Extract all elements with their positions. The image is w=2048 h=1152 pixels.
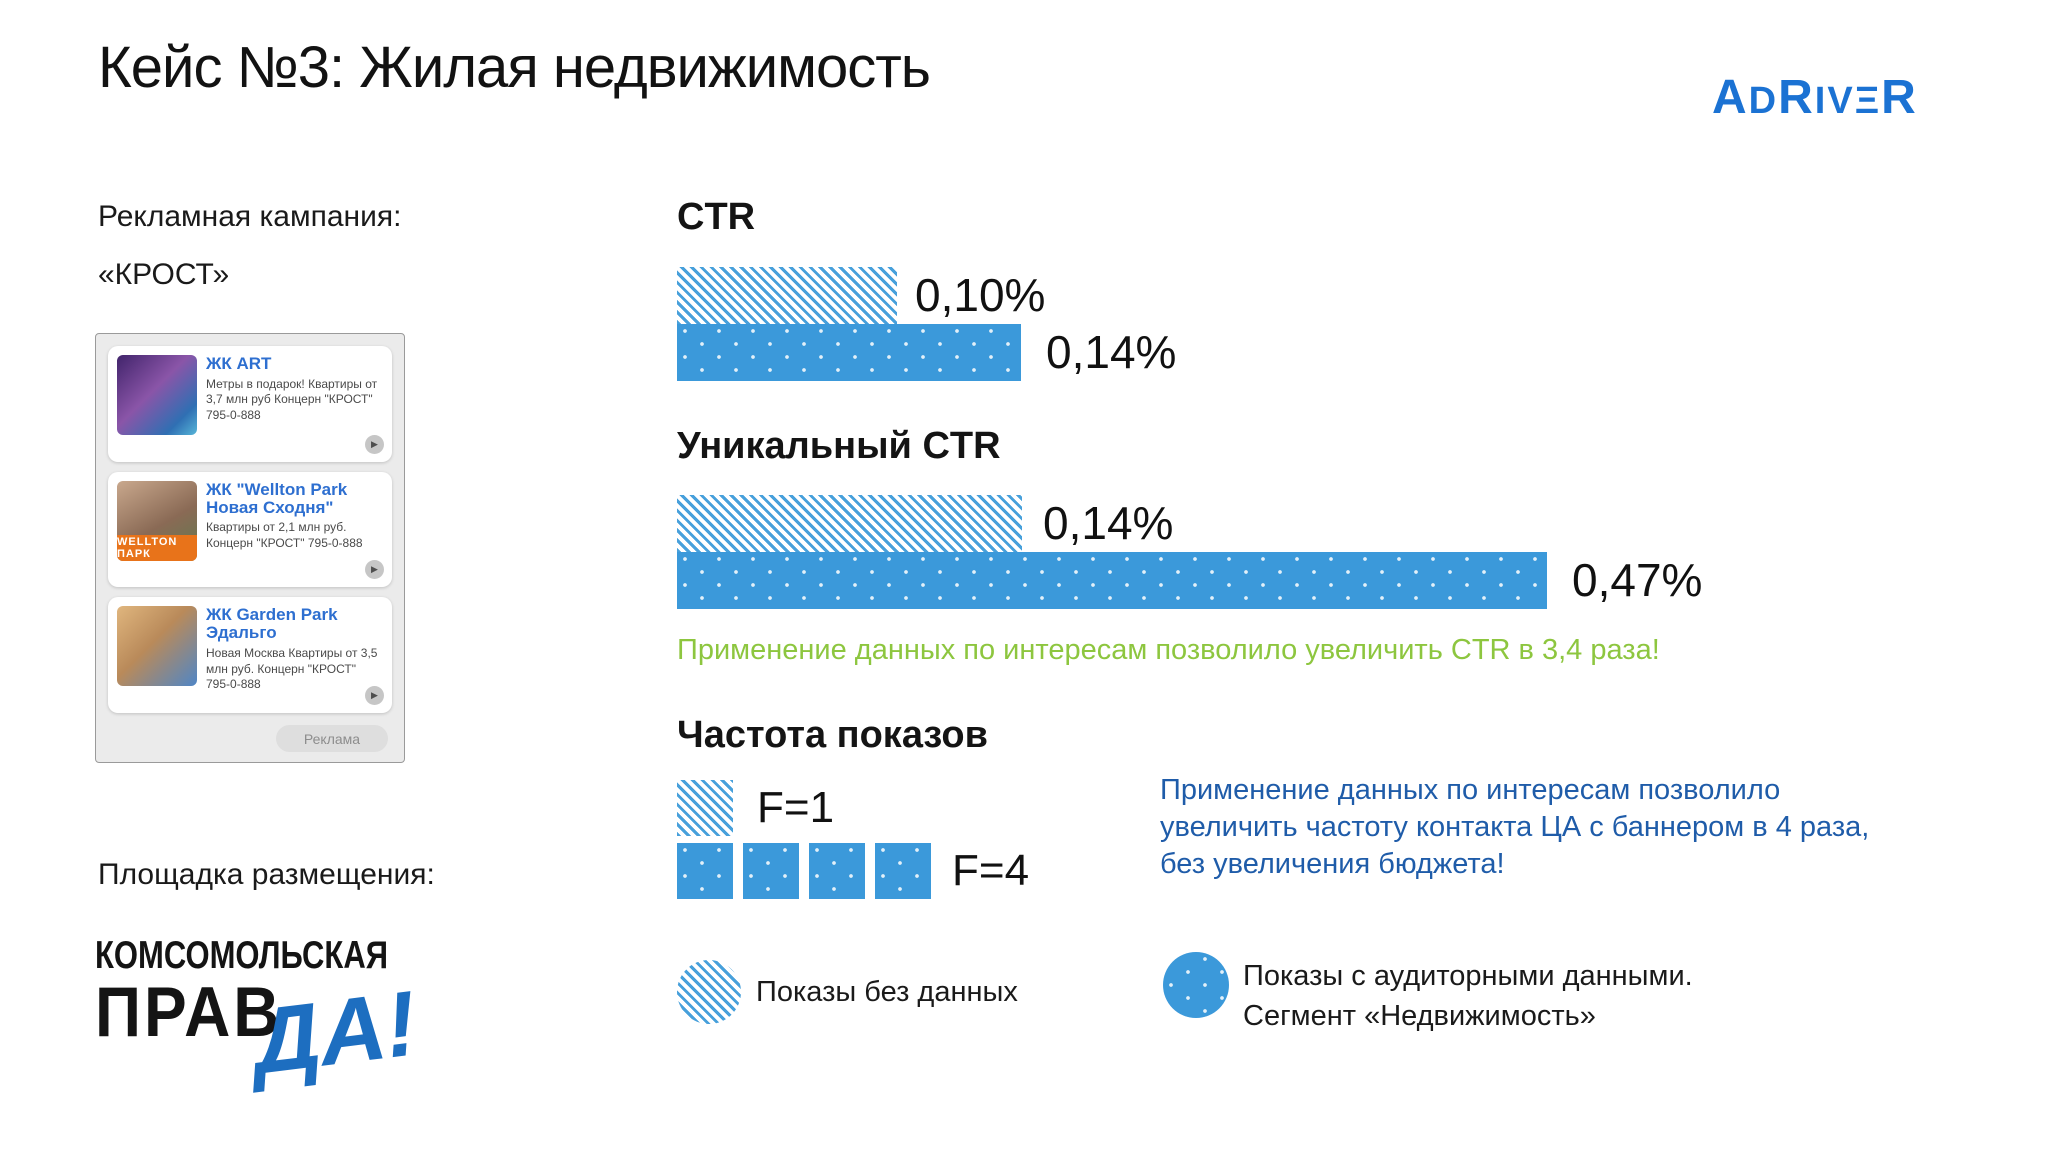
reklama-button[interactable]: Реклама	[276, 725, 388, 753]
unique-ctr-heading: Уникальный CTR	[677, 425, 1001, 467]
unique-ctr-value-with-data: 0,47%	[1572, 554, 1703, 606]
ad-card-body: Новая Москва Квартиры от 3,5 млн руб. Ко…	[206, 646, 378, 692]
adriver-logo-e-bars-icon: Ξ	[1854, 80, 1882, 122]
ad-card-title: ЖК Garden Park Эдальго	[206, 605, 338, 643]
unique-ctr-value-no-data: 0,14%	[1043, 497, 1174, 549]
page-title: Кейс №3: Жилая недвижимость	[98, 35, 931, 100]
ctr-value-with-data: 0,14%	[1046, 326, 1177, 378]
ad-card-title: ЖК "Wellton Park Новая Сходня"	[206, 479, 348, 517]
frequency-heading: Частота показов	[677, 714, 988, 756]
arrow-icon[interactable]: ▶	[365, 560, 384, 580]
kp-logo-line3: ДА!	[247, 972, 423, 1094]
legend-label-with-data-line2: Сегмент «Недвижимость»	[1243, 1000, 1596, 1032]
frequency-square	[875, 843, 931, 899]
frequency-square	[677, 780, 733, 836]
campaign-name: «КРОСТ»	[98, 258, 230, 291]
kp-logo-line2: ПРАВ	[95, 972, 283, 1052]
ctr-value-no-data: 0,10%	[915, 269, 1046, 321]
ctr-heading: CTR	[677, 196, 756, 238]
legend-label-with-data-line1: Показы с аудиторными данными.	[1243, 960, 1693, 992]
adriver-logo-letter: R	[1778, 71, 1815, 124]
adriver-logo-letter: IV	[1814, 80, 1855, 122]
frequency-label-f4: F=4	[952, 846, 1030, 895]
adriver-logo-letter: D	[1748, 80, 1779, 122]
frequency-label-f1: F=1	[757, 783, 835, 832]
ctr-bar-with-data	[677, 324, 1021, 381]
adriver-logo: A D R IV Ξ R	[1712, 70, 1918, 125]
ad-card-body: Квартиры от 2,1 млн руб. Концерн "КРОСТ"…	[206, 520, 363, 550]
unique-ctr-bar-with-data	[677, 552, 1547, 609]
ad-card-photo: WELLTON ПАРК	[117, 480, 197, 561]
frequency-square	[743, 843, 799, 899]
frequency-square	[677, 843, 733, 899]
arrow-icon[interactable]: ▶	[365, 686, 384, 706]
ad-card-body: Метры в подарок! Квартиры от 3,7 млн руб…	[206, 376, 378, 423]
ctr-bar-no-data	[677, 267, 897, 324]
campaign-label: Рекламная кампания:	[98, 200, 402, 233]
wellton-badge: WELLTON ПАРК	[117, 534, 197, 561]
ad-card-photo	[117, 606, 197, 687]
arrow-icon[interactable]: ▶	[365, 434, 384, 454]
frequency-row-with-data	[677, 843, 931, 899]
legend-label-with-data: Показы с аудиторными данными. Сегмент «Н…	[1243, 956, 1693, 1036]
legend-label-no-data: Показы без данных	[756, 976, 1018, 1008]
legend-swatch-with-data	[1163, 952, 1229, 1018]
ad-card[interactable]: WELLTON ПАРК ЖК "Wellton Park Новая Сход…	[108, 471, 392, 588]
adriver-logo-letter: A	[1712, 71, 1749, 124]
frequency-note: Применение данных по интересам позволило…	[1160, 774, 1870, 880]
ad-card-photo	[117, 355, 197, 435]
legend-swatch-no-data	[677, 960, 741, 1024]
unique-ctr-bar-no-data	[677, 495, 1022, 552]
placement-label: Площадка размещения:	[98, 858, 435, 891]
ad-card[interactable]: ЖК ART Метры в подарок! Квартиры от 3,7 …	[108, 346, 392, 462]
frequency-square	[809, 843, 865, 899]
adriver-logo-letter: R	[1881, 71, 1918, 124]
ctr-note: Применение данных по интересам позволило…	[677, 634, 1660, 666]
komsomolskaya-pravda-logo: КОМСОМОЛЬСКАЯ ПРАВ ДА!	[95, 933, 435, 1103]
ad-banner-preview: ЖК ART Метры в подарок! Квартиры от 3,7 …	[95, 333, 405, 763]
ad-card-title: ЖК ART	[206, 354, 272, 373]
ad-card[interactable]: ЖК Garden Park Эдальго Новая Москва Квар…	[108, 597, 392, 714]
frequency-row-no-data	[677, 780, 733, 836]
kp-logo-line1: КОМСОМОЛЬСКАЯ	[95, 933, 388, 977]
